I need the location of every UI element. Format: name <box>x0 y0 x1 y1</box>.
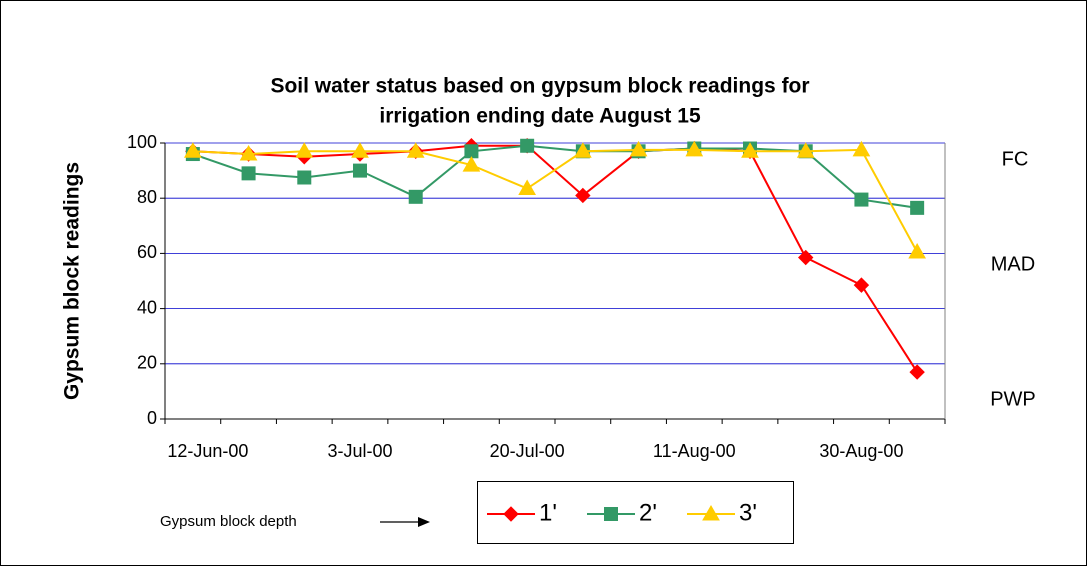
data-point <box>297 170 312 185</box>
data-point <box>575 187 591 204</box>
series-line <box>192 148 919 253</box>
y-tick-label: 80 <box>137 187 157 207</box>
data-point <box>464 144 479 159</box>
legend-label: 3' <box>739 499 757 526</box>
data-point <box>798 249 814 266</box>
data-point <box>908 243 927 259</box>
data-point <box>854 192 869 207</box>
data-point <box>909 364 925 380</box>
y-axis-label: Gypsum block readings <box>61 162 84 400</box>
data-point <box>573 142 592 158</box>
y-tick-label: 0 <box>147 408 157 428</box>
data-point <box>852 140 871 157</box>
data-point <box>518 179 537 196</box>
y-tick-label: 100 <box>127 132 157 152</box>
data-point <box>241 166 256 181</box>
data-point <box>685 140 704 157</box>
x-tick-label: 12-Jun-00 <box>167 441 248 461</box>
data-point <box>462 156 481 172</box>
x-tick-label: 3-Jul-00 <box>327 441 392 461</box>
x-tick-label: 11-Aug-00 <box>653 441 736 461</box>
data-point <box>295 142 314 158</box>
x-tick-label: 20-Jul-00 <box>490 441 565 461</box>
legend-label: 2' <box>639 499 657 526</box>
data-point <box>406 142 425 158</box>
data-point <box>796 142 815 158</box>
legend-marker <box>503 506 519 522</box>
x-tick-label: 30-Aug-00 <box>819 441 903 461</box>
chart-title: irrigation ending date August 15 <box>379 105 701 128</box>
legend-marker <box>702 504 720 521</box>
chart-title: Soil water status based on gypsum block … <box>270 75 809 98</box>
y-tick-label: 40 <box>137 297 157 317</box>
annotation: MAD <box>991 253 1035 275</box>
data-point <box>910 200 925 215</box>
y-tick-label: 60 <box>137 242 157 262</box>
data-point <box>408 189 423 204</box>
data-point <box>239 145 258 161</box>
plot-area <box>165 143 945 419</box>
y-tick-label: 20 <box>137 353 157 373</box>
legend-box <box>477 481 794 544</box>
data-point <box>353 163 367 178</box>
legend-marker <box>604 507 618 521</box>
arrow-head <box>418 517 430 527</box>
data-point <box>629 140 648 157</box>
legend-label: 1' <box>539 499 557 526</box>
legend-note: Gypsum block depth <box>160 513 297 530</box>
data-point <box>351 142 369 158</box>
data-point <box>520 138 535 153</box>
annotation: FC <box>1002 148 1029 170</box>
data-point <box>853 277 870 293</box>
annotation: PWP <box>990 388 1036 410</box>
data-point <box>183 142 202 158</box>
data-point <box>741 142 759 158</box>
